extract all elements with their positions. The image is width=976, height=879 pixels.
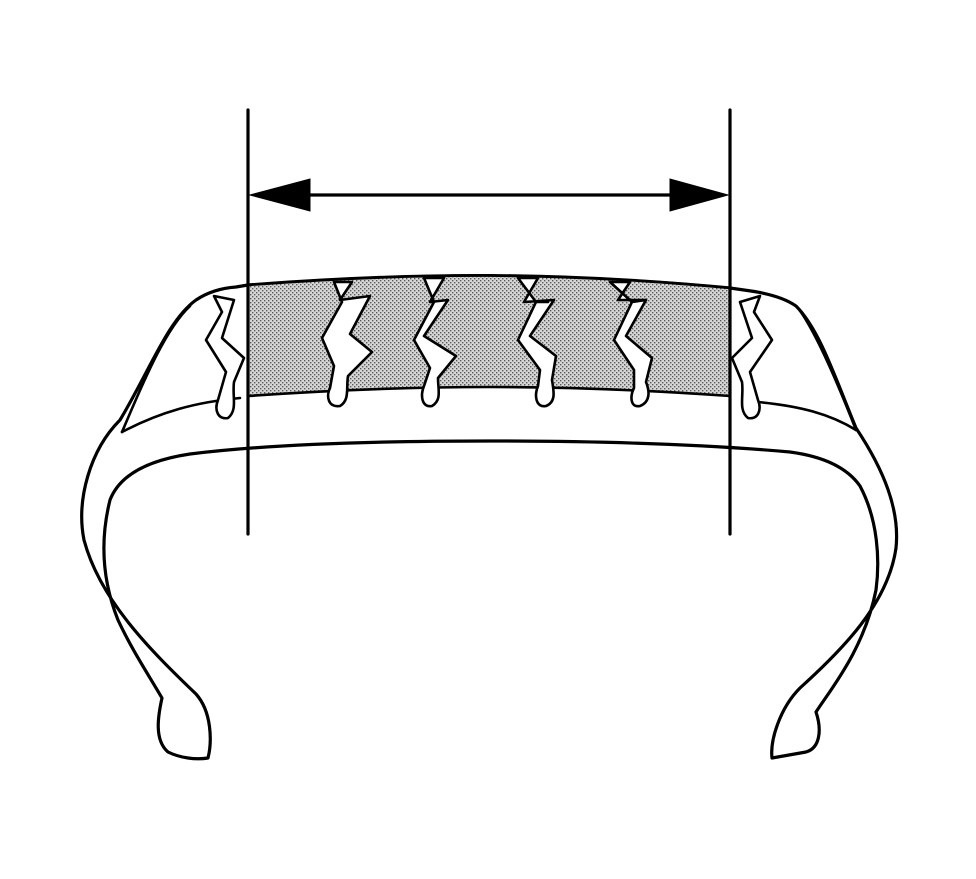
tread-grooves bbox=[320, 276, 654, 408]
tread-groove-2 bbox=[412, 276, 458, 408]
tread-groove-6-line bbox=[630, 298, 648, 304]
tread-groove-1 bbox=[320, 280, 374, 408]
right-shoulder-outline bbox=[796, 306, 858, 432]
tread-band bbox=[204, 274, 774, 420]
left-shoulder-groove bbox=[204, 294, 246, 420]
right-shoulder-groove bbox=[730, 294, 774, 420]
tread-fill bbox=[246, 274, 732, 398]
dimension-extension-lines bbox=[246, 108, 732, 536]
right-arrowhead bbox=[669, 178, 730, 212]
dimension-arrow bbox=[248, 178, 730, 212]
left-shoulder-outline bbox=[120, 304, 192, 434]
right-shoulder-line bbox=[756, 400, 858, 432]
left-arrowhead bbox=[248, 178, 311, 212]
tread-groove-4 bbox=[608, 280, 654, 408]
tire-carcass bbox=[80, 274, 899, 761]
tread-groove-3 bbox=[516, 276, 558, 408]
